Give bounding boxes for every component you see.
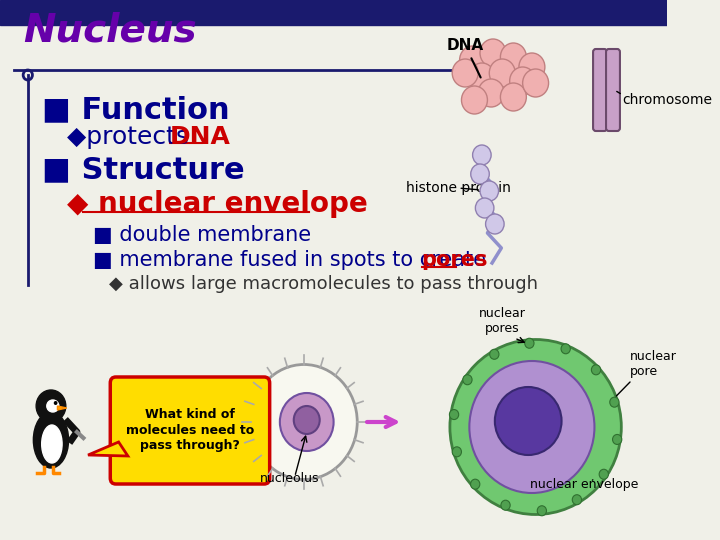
Text: DNA: DNA: [170, 125, 230, 149]
Ellipse shape: [47, 400, 59, 412]
Circle shape: [36, 390, 66, 422]
Circle shape: [510, 67, 536, 95]
Circle shape: [561, 344, 570, 354]
Text: ◆protects: ◆protects: [67, 125, 197, 149]
Text: nuclear
pore: nuclear pore: [630, 350, 677, 378]
Circle shape: [572, 495, 582, 505]
Circle shape: [478, 79, 504, 107]
Ellipse shape: [495, 387, 562, 455]
FancyBboxPatch shape: [593, 49, 607, 131]
Ellipse shape: [42, 425, 62, 463]
Circle shape: [469, 63, 495, 91]
Text: nucleolus: nucleolus: [261, 472, 320, 485]
Text: ◆ nuclear envelope: ◆ nuclear envelope: [67, 190, 367, 218]
Text: What kind of
molecules need to
pass through?: What kind of molecules need to pass thro…: [126, 408, 254, 451]
Circle shape: [480, 39, 506, 67]
Circle shape: [471, 164, 490, 184]
Circle shape: [537, 506, 546, 516]
Ellipse shape: [469, 361, 595, 493]
Circle shape: [501, 500, 510, 510]
Ellipse shape: [251, 364, 357, 480]
Polygon shape: [88, 442, 128, 456]
Circle shape: [485, 214, 504, 234]
Circle shape: [452, 59, 478, 87]
Circle shape: [591, 365, 600, 375]
Text: ■ Function: ■ Function: [42, 95, 230, 124]
Circle shape: [610, 397, 619, 407]
Circle shape: [452, 447, 462, 457]
Text: ■ Structure: ■ Structure: [42, 155, 244, 184]
Ellipse shape: [33, 412, 68, 468]
Text: chromosome: chromosome: [623, 93, 713, 107]
Text: ■ double membrane: ■ double membrane: [93, 225, 311, 245]
Circle shape: [613, 435, 622, 444]
Text: nuclear
pores: nuclear pores: [479, 307, 526, 335]
Circle shape: [490, 349, 499, 359]
Circle shape: [525, 338, 534, 348]
Text: histone protein: histone protein: [406, 181, 510, 195]
Circle shape: [599, 469, 608, 480]
Circle shape: [54, 401, 58, 405]
Circle shape: [459, 46, 485, 74]
Text: DNA: DNA: [446, 38, 484, 78]
FancyBboxPatch shape: [110, 377, 270, 484]
Ellipse shape: [280, 393, 333, 451]
Ellipse shape: [450, 340, 621, 515]
Text: ■ membrane fused in spots to create: ■ membrane fused in spots to create: [93, 250, 492, 270]
Circle shape: [449, 409, 459, 420]
Circle shape: [519, 53, 545, 81]
Polygon shape: [58, 406, 67, 410]
Circle shape: [490, 59, 516, 87]
Bar: [0, 0, 667, 25]
Circle shape: [500, 83, 526, 111]
Circle shape: [463, 375, 472, 384]
Circle shape: [471, 479, 480, 489]
Circle shape: [523, 69, 549, 97]
Circle shape: [472, 145, 491, 165]
Circle shape: [475, 198, 494, 218]
Text: Nucleus: Nucleus: [23, 12, 197, 50]
Circle shape: [462, 86, 487, 114]
FancyBboxPatch shape: [606, 49, 620, 131]
Text: ◆ allows large macromolecules to pass through: ◆ allows large macromolecules to pass th…: [109, 275, 539, 293]
Circle shape: [500, 43, 526, 71]
Text: nuclear envelope: nuclear envelope: [530, 478, 638, 491]
Circle shape: [480, 181, 498, 201]
Ellipse shape: [294, 406, 320, 434]
Text: pores: pores: [422, 250, 488, 270]
